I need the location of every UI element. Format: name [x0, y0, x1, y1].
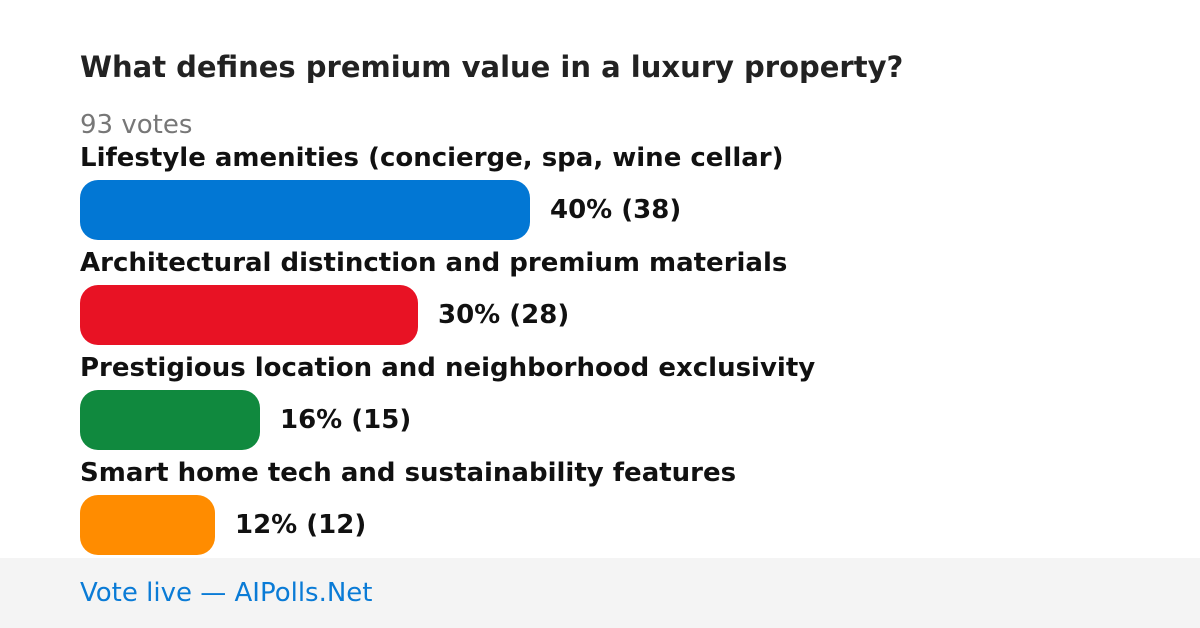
poll-title: What defines premium value in a luxury p…: [80, 50, 904, 84]
footer-bar: Vote live — AIPolls.Net: [0, 558, 1200, 628]
option-label: Prestigious location and neighborhood ex…: [80, 353, 816, 383]
option-bar: [80, 285, 418, 345]
option-value-label: 12% (12): [235, 510, 367, 540]
option-bar: [80, 180, 530, 240]
option-bar: [80, 495, 215, 555]
option-value-label: 40% (38): [550, 195, 682, 225]
option-value-label: 30% (28): [438, 300, 570, 330]
option-bar: [80, 390, 260, 450]
vote-live-link[interactable]: Vote live — AIPolls.Net: [80, 578, 373, 608]
option-value-label: 16% (15): [280, 405, 412, 435]
option-label: Lifestyle amenities (concierge, spa, win…: [80, 143, 784, 173]
option-label: Smart home tech and sustainability featu…: [80, 458, 737, 488]
vote-count: 93 votes: [80, 110, 193, 140]
option-label: Architectural distinction and premium ma…: [80, 248, 788, 278]
